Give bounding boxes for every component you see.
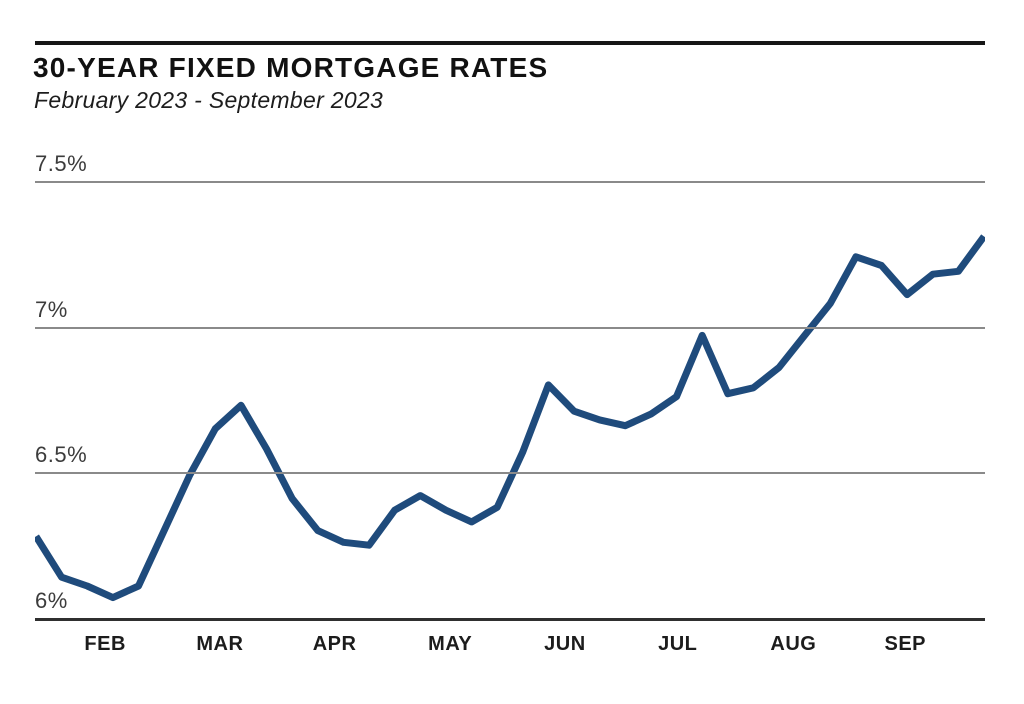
x-tick-label-feb: FEB xyxy=(84,633,126,655)
y-tick-label-7.5%: 7.5% xyxy=(35,151,88,176)
x-tick-label-may: MAY xyxy=(428,633,473,655)
x-tick-label-jun: JUN xyxy=(544,633,586,655)
x-tick-label-sep: SEP xyxy=(884,633,927,655)
x-tick-label-mar: MAR xyxy=(196,633,244,655)
x-tick-label-apr: APR xyxy=(312,633,357,655)
gridline-7.5% xyxy=(35,181,985,183)
page-subtitle: February 2023 - September 2023 xyxy=(34,87,384,113)
line-chart: 6% 6.5% 7% 7.5% FEB MAR APR MAY JUN JUL AUG SEP xyxy=(35,0,985,704)
x-axis-line xyxy=(35,618,985,621)
x-tick-label-aug: AUG xyxy=(770,633,817,655)
y-tick-label-6.5%: 6.5% xyxy=(35,442,88,467)
page-title: 30-YEAR FIXED MORTGAGE RATES xyxy=(33,52,549,83)
gridline-6.5% xyxy=(35,472,985,474)
rate-line xyxy=(35,234,985,602)
y-tick-label-6%: 6% xyxy=(35,588,68,613)
rate-line-canvas xyxy=(35,234,985,602)
gridline-7% xyxy=(35,327,985,329)
y-tick-label-7%: 7% xyxy=(35,297,68,322)
header-rule xyxy=(35,41,985,45)
x-tick-label-jul: JUL xyxy=(658,633,698,655)
